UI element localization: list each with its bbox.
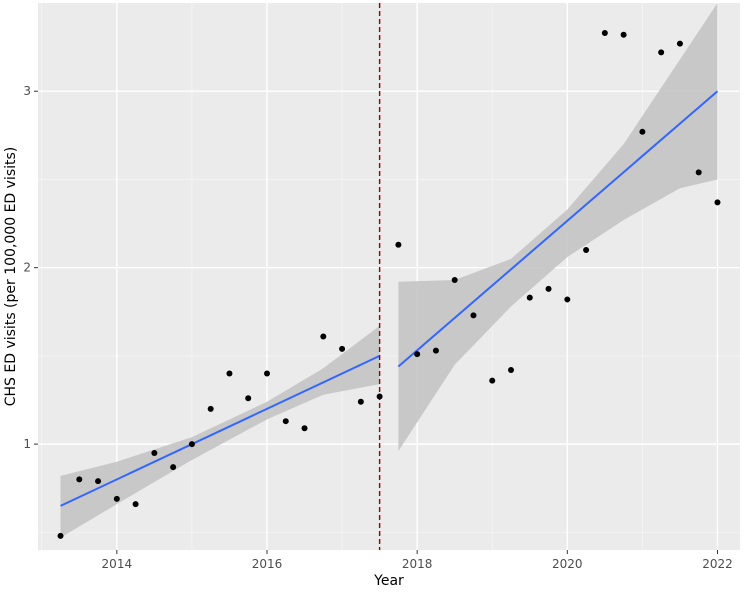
data-point bbox=[113, 495, 120, 502]
data-point bbox=[676, 40, 683, 47]
fit-line-2 bbox=[397, 90, 719, 368]
data-point bbox=[282, 418, 289, 425]
y-tick-label: 1 bbox=[23, 437, 31, 451]
data-point bbox=[245, 395, 252, 402]
data-point bbox=[339, 345, 346, 352]
x-tick-label: 2016 bbox=[252, 557, 283, 571]
data-point bbox=[95, 478, 102, 485]
data-point bbox=[620, 31, 627, 38]
y-tick-label: 2 bbox=[23, 261, 31, 275]
data-point bbox=[151, 449, 158, 456]
data-point bbox=[301, 425, 308, 432]
x-tick-label: 2020 bbox=[552, 557, 583, 571]
data-point bbox=[508, 367, 515, 374]
data-point bbox=[695, 169, 702, 176]
minor-grid bbox=[38, 3, 740, 550]
data-point bbox=[320, 333, 327, 340]
data-point bbox=[489, 377, 496, 384]
data-point bbox=[601, 29, 608, 36]
data-point bbox=[639, 128, 646, 135]
data-point bbox=[57, 532, 64, 539]
data-point bbox=[357, 398, 364, 405]
data-point bbox=[263, 370, 270, 377]
y-axis-title: CHS ED visits (per 100,000 ED visits) bbox=[3, 147, 19, 407]
data-point bbox=[414, 351, 421, 358]
data-point bbox=[526, 294, 533, 301]
major-grid bbox=[38, 3, 740, 550]
data-points bbox=[57, 29, 721, 539]
x-axis-title: Year bbox=[373, 573, 404, 589]
y-axis-ticks: 1 2 3 bbox=[23, 84, 38, 451]
data-point bbox=[76, 476, 83, 483]
y-tick-label: 3 bbox=[23, 84, 31, 98]
fit-lines bbox=[60, 90, 719, 507]
data-point bbox=[207, 405, 214, 412]
data-point bbox=[714, 199, 721, 206]
data-point bbox=[170, 464, 177, 471]
data-point bbox=[188, 441, 195, 448]
data-point bbox=[132, 501, 139, 508]
data-point bbox=[470, 312, 477, 319]
data-point bbox=[432, 347, 439, 354]
data-point bbox=[395, 241, 402, 248]
data-point bbox=[376, 393, 383, 400]
x-tick-label: 2022 bbox=[702, 557, 733, 571]
data-point bbox=[545, 285, 552, 292]
x-tick-label: 2014 bbox=[102, 557, 133, 571]
data-point bbox=[451, 277, 458, 284]
x-axis-ticks: 2014 2016 2018 2020 2022 bbox=[102, 550, 733, 571]
data-point bbox=[583, 247, 590, 254]
data-point bbox=[564, 296, 571, 303]
confidence-band-2 bbox=[398, 3, 718, 452]
data-point bbox=[658, 49, 665, 56]
data-point bbox=[226, 370, 233, 377]
fit-line-1 bbox=[60, 354, 381, 507]
x-tick-label: 2018 bbox=[402, 557, 433, 571]
